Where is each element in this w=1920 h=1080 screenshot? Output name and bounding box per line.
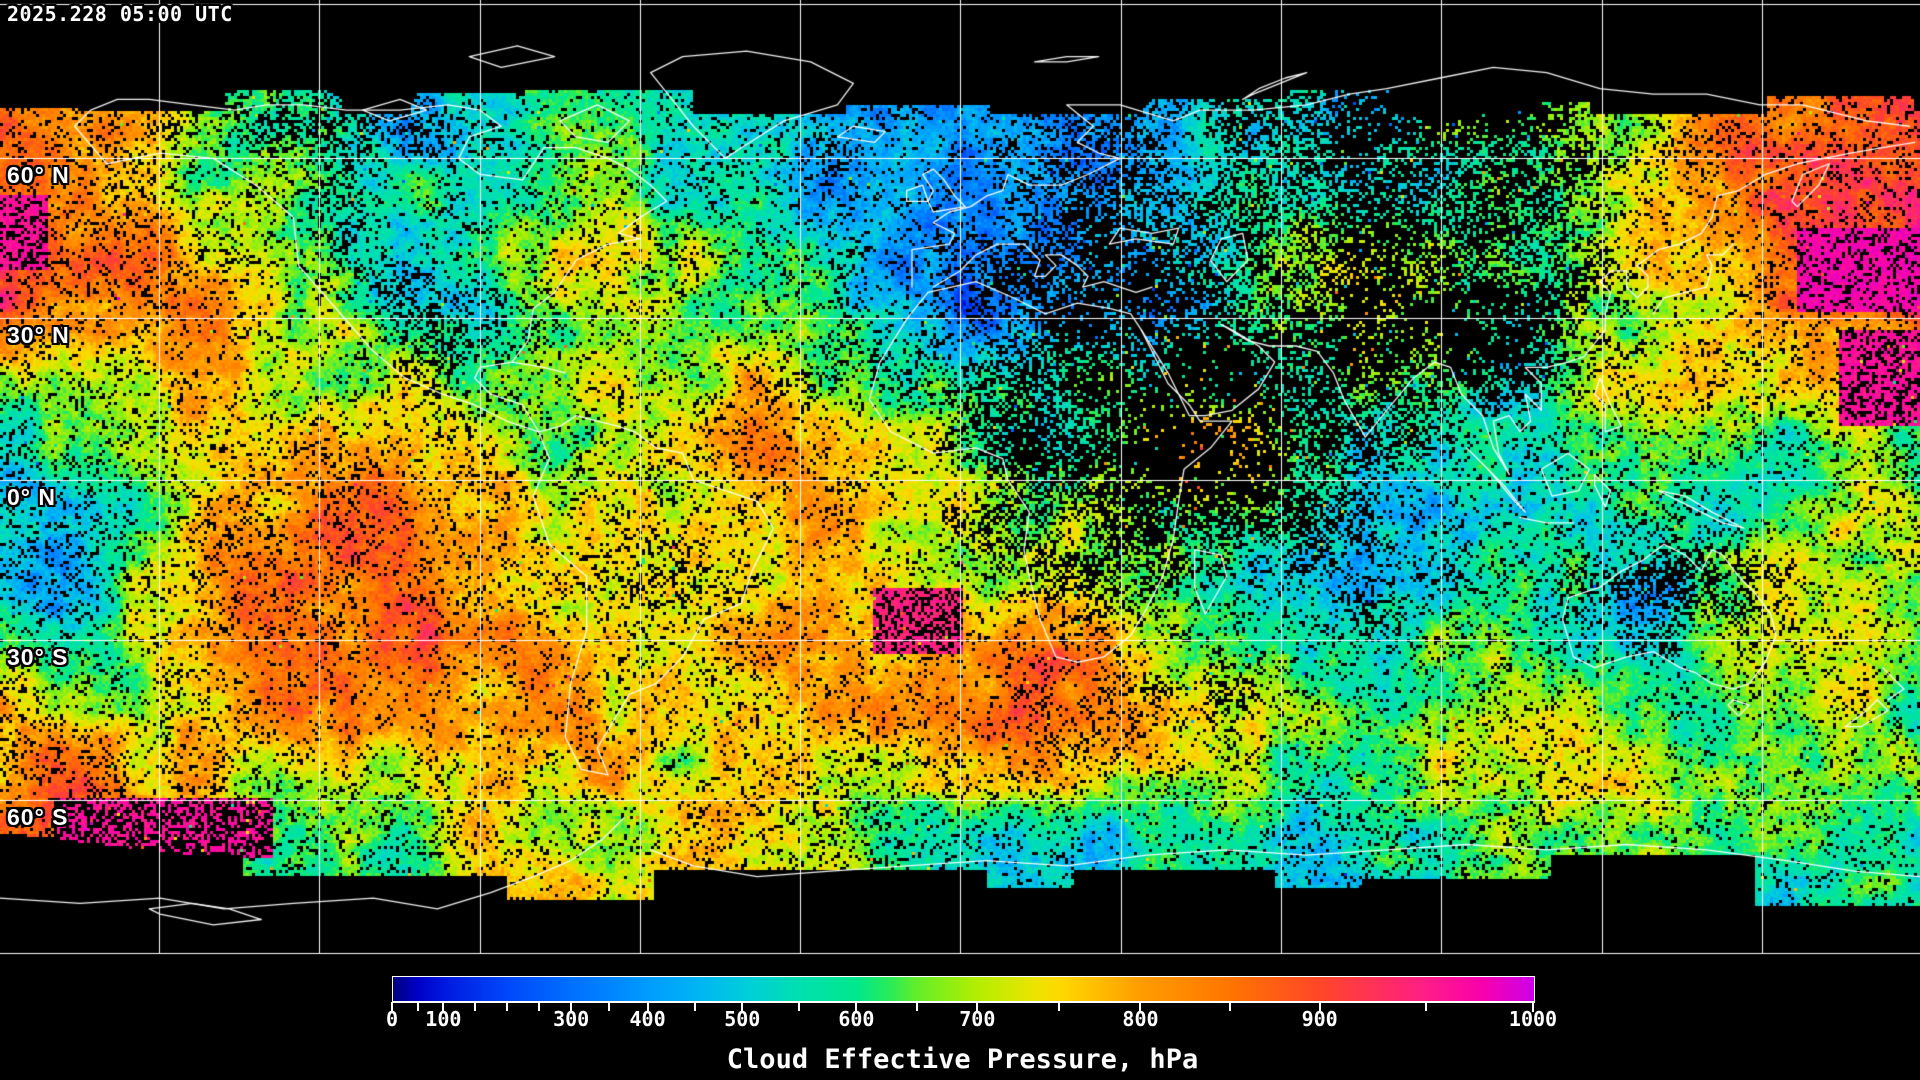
colorbar-tick bbox=[1229, 1002, 1232, 1011]
colorbar-tick bbox=[646, 1002, 649, 1012]
colorbar-tick-label: 700 bbox=[959, 1007, 996, 1031]
world-map-canvas bbox=[0, 0, 1920, 958]
colorbar-tick bbox=[608, 1002, 611, 1011]
colorbar-tick bbox=[1318, 1002, 1321, 1012]
colorbar-gradient-bar bbox=[392, 976, 1535, 1003]
colorbar-tick bbox=[915, 1002, 918, 1011]
colorbar-tick-label: 600 bbox=[838, 1007, 875, 1031]
colorbar-tick bbox=[391, 1002, 393, 1012]
latitude-label: 30° N bbox=[7, 322, 70, 348]
colorbar-tick bbox=[1425, 1002, 1428, 1011]
colorbar-tick-label: 800 bbox=[1122, 1007, 1159, 1031]
colorbar-tick-label: 100 bbox=[425, 1007, 462, 1031]
colorbar-tick bbox=[741, 1002, 744, 1012]
colorbar-tick bbox=[1057, 1002, 1060, 1011]
colorbar-tick bbox=[1139, 1002, 1142, 1012]
colorbar-tick bbox=[798, 1002, 801, 1011]
timestamp: 2025.228 05:00 UTC bbox=[7, 2, 233, 26]
colorbar-tick bbox=[855, 1002, 858, 1012]
colorbar-tick bbox=[474, 1002, 477, 1011]
latitude-label: 30° S bbox=[7, 644, 69, 670]
colorbar-tick-label: 0 bbox=[385, 1007, 399, 1031]
colorbar-tick bbox=[506, 1002, 509, 1011]
colorbar-tick-label: 1000 bbox=[1508, 1007, 1558, 1031]
latitude-label: 0° N bbox=[7, 484, 56, 510]
colorbar-tick bbox=[442, 1002, 445, 1012]
latitude-label: 60° S bbox=[7, 804, 69, 830]
colorbar-title: Cloud Effective Pressure, hPa bbox=[726, 1044, 1199, 1075]
colorbar-tick-label: 300 bbox=[553, 1007, 590, 1031]
colorbar-tick bbox=[693, 1002, 696, 1011]
colorbar-tick bbox=[570, 1002, 573, 1012]
colorbar-tick bbox=[416, 1002, 419, 1011]
colorbar-tick-label: 500 bbox=[724, 1007, 761, 1031]
colorbar-tick bbox=[976, 1002, 979, 1012]
latitude-label: 60° N bbox=[7, 162, 70, 188]
colorbar-tick-label: 900 bbox=[1301, 1007, 1338, 1031]
colorbar-tick bbox=[1532, 1002, 1534, 1012]
colorbar-tick bbox=[538, 1002, 541, 1011]
colorbar-tick-label: 400 bbox=[629, 1007, 666, 1031]
